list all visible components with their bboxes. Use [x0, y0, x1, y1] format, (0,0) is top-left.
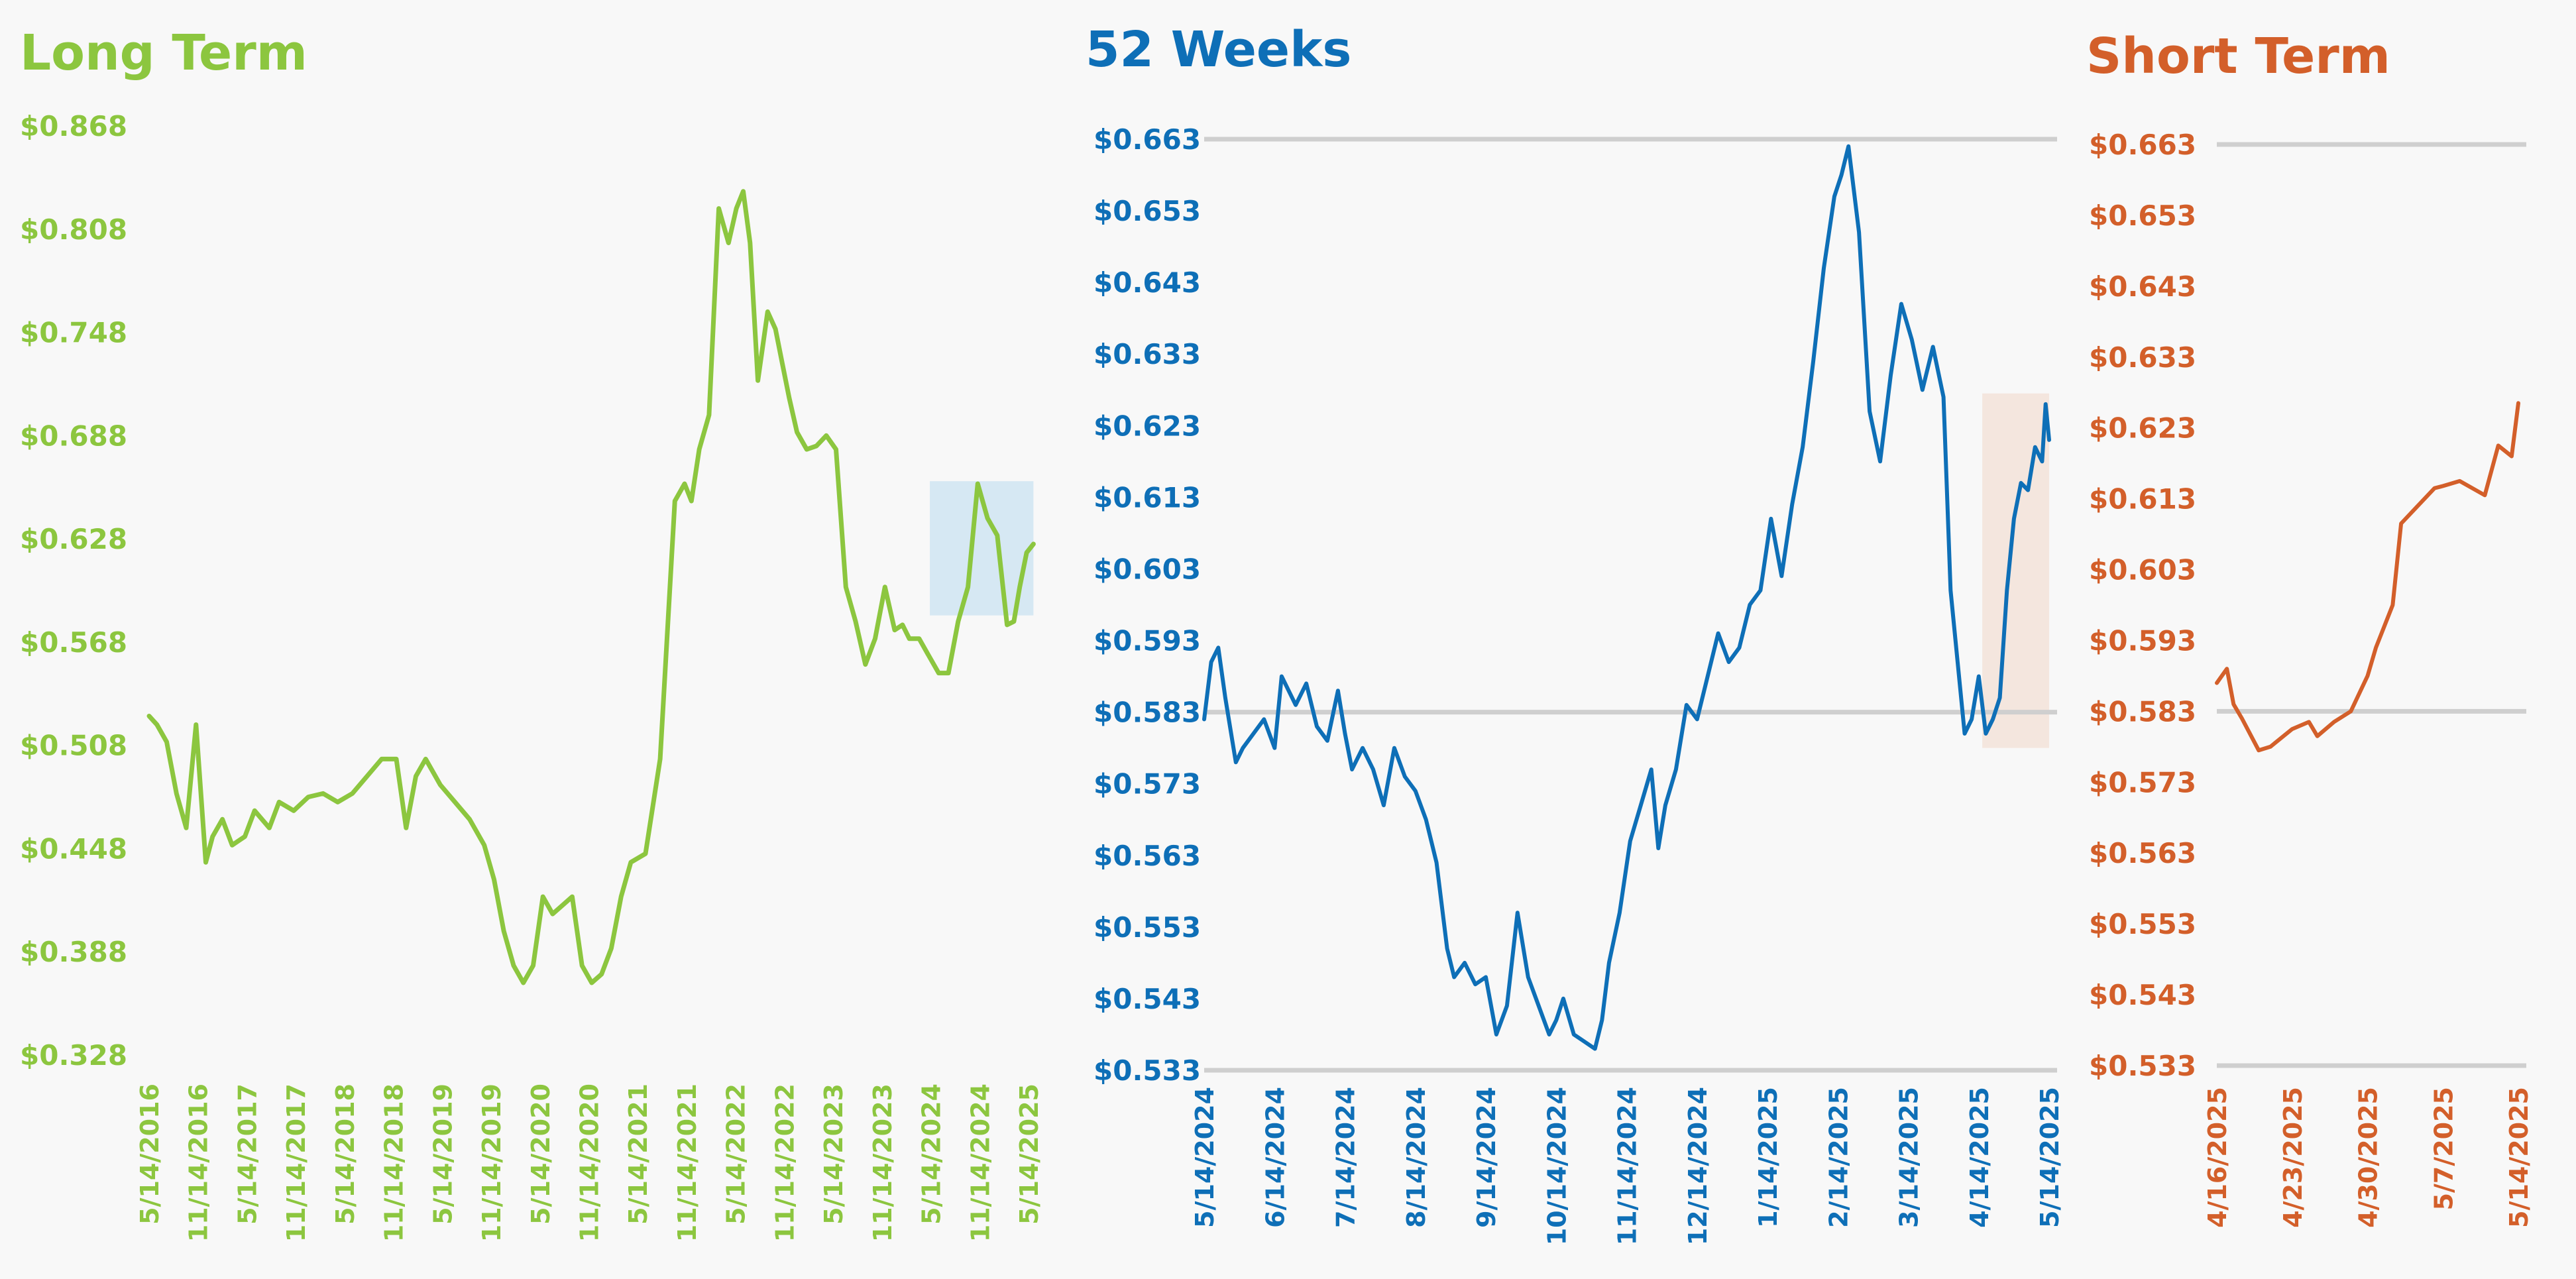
short-term-x-tick-label: 4/16/2025	[2203, 1087, 2232, 1228]
short-term-y-tick-label: $0.663	[2089, 129, 2196, 161]
long-term-title: Long Term	[20, 25, 308, 82]
short-term-x-tick-label: 4/23/2025	[2278, 1087, 2308, 1228]
long-term-x-tick-label: 5/14/2017	[233, 1084, 262, 1225]
long-term-x-tick-label: 11/14/2021	[673, 1084, 702, 1242]
52-weeks-y-tick-label: $0.633	[1093, 338, 1201, 370]
long-term-y-tick-label: $0.388	[20, 936, 127, 968]
long-term-x-tick-label: 11/14/2020	[575, 1084, 604, 1242]
52-weeks-y-tick-label: $0.573	[1093, 768, 1201, 801]
52-weeks-x-tick-label: 12/14/2024	[1683, 1087, 1712, 1245]
52-weeks-x-tick-label: 7/14/2024	[1331, 1087, 1361, 1228]
short-term-x-tick-label: 5/14/2025	[2504, 1087, 2534, 1228]
long-term-x-tick-label: 11/14/2023	[868, 1084, 897, 1242]
52-weeks-x-tick-label: 11/14/2024	[1613, 1087, 1642, 1245]
52-weeks-panel: $0.663 $0.653 $0.643 $0.633 $0.623 $0.613 $0.6…	[1086, 21, 2064, 1245]
short-term-y-tick-label: $0.553	[2089, 908, 2196, 940]
short-term-y-tick-label: $0.603	[2089, 554, 2196, 586]
long-term-x-tick-label: 5/14/2021	[624, 1084, 653, 1225]
short-term-y-tick-label: $0.563	[2089, 837, 2196, 869]
52-weeks-x-tick-label: 3/14/2025	[1895, 1087, 1924, 1228]
52-weeks-highlight-region	[1982, 393, 2049, 748]
long-term-y-tick-label: $0.868	[20, 110, 127, 142]
52-weeks-x-tick-label: 10/14/2024	[1542, 1087, 1571, 1245]
short-term-y-tick-label: $0.593	[2089, 624, 2196, 657]
52-weeks-y-tick-label: $0.603	[1093, 553, 1201, 585]
long-term-y-tick-label: $0.748	[20, 317, 127, 349]
52-weeks-y-tick-label: $0.533	[1093, 1054, 1201, 1087]
long-term-x-tick-label: 11/14/2022	[770, 1084, 799, 1242]
52-weeks-y-tick-label: $0.553	[1093, 911, 1201, 944]
short-term-y-tick-label: $0.533	[2089, 1050, 2196, 1082]
short-term-y-tick-label: $0.613	[2089, 483, 2196, 516]
52-weeks-x-tick-label: 1/14/2025	[1754, 1087, 1783, 1228]
52-weeks-title: 52 Weeks	[1086, 21, 1351, 78]
long-term-x-tick-label: 11/14/2019	[477, 1084, 506, 1242]
52-weeks-y-tick-label: $0.653	[1093, 195, 1201, 227]
short-term-y-tick-label: $0.583	[2089, 695, 2196, 728]
long-term-y-tick-label: $0.688	[20, 419, 127, 452]
short-term-y-tick-label: $0.543	[2089, 979, 2196, 1011]
long-term-x-tick-label: 5/14/2022	[722, 1084, 751, 1225]
long-term-x-tick-label: 5/14/2023	[819, 1084, 848, 1225]
short-term-y-tick-label: $0.573	[2089, 766, 2196, 799]
long-term-y-tick-label: $0.508	[20, 730, 127, 762]
long-term-y-tick-label: $0.568	[20, 626, 127, 659]
52-weeks-y-tick-label: $0.643	[1093, 266, 1201, 299]
52-weeks-y-tick-label: $0.583	[1093, 696, 1201, 729]
long-term-x-tick-label: 5/14/2016	[135, 1084, 164, 1225]
52-weeks-x-tick-label: 6/14/2024	[1260, 1087, 1290, 1228]
long-term-y-tick-label: $0.448	[20, 832, 127, 865]
long-term-x-tick-label: 11/14/2016	[184, 1084, 213, 1242]
52-weeks-y-tick-label: $0.563	[1093, 840, 1201, 872]
52-weeks-x-tick-label: 9/14/2024	[1472, 1087, 1501, 1228]
52-weeks-x-tick-label: 5/14/2024	[1190, 1087, 1219, 1228]
52-weeks-x-tick-label: 8/14/2024	[1402, 1087, 1431, 1228]
short-term-title: Short Term	[2086, 28, 2390, 85]
short-term-x-tick-label: 4/30/2025	[2354, 1087, 2383, 1228]
52-weeks-y-tick-label: $0.613	[1093, 481, 1201, 514]
long-term-x-tick-label: 5/14/2018	[331, 1084, 360, 1225]
52-weeks-y-tick-label: $0.663	[1093, 123, 1201, 156]
long-term-x-tick-label: 5/14/2019	[428, 1084, 457, 1225]
short-term-y-tick-label: $0.653	[2089, 199, 2196, 232]
52-weeks-y-tick-label: $0.623	[1093, 410, 1201, 442]
short-term-series-line	[2215, 401, 2520, 753]
52-weeks-x-tick-label: 4/14/2025	[1965, 1087, 1994, 1228]
long-term-y-tick-label: $0.808	[20, 213, 127, 246]
long-term-x-tick-label: 11/14/2024	[966, 1084, 995, 1242]
long-term-x-tick-label: 11/14/2017	[282, 1084, 311, 1242]
short-term-x-tick-label: 5/7/2025	[2429, 1087, 2458, 1210]
long-term-x-tick-label: 5/14/2025	[1015, 1084, 1044, 1225]
long-term-x-tick-label: 5/14/2020	[526, 1084, 555, 1225]
long-term-series-line	[146, 189, 1036, 985]
52-weeks-x-tick-label: 5/14/2025	[2035, 1087, 2064, 1228]
long-term-x-tick-label: 11/14/2018	[380, 1084, 409, 1242]
long-term-panel: $0.868 $0.808 $0.748 $0.688 $0.628 $0.568 $0.5…	[20, 25, 1044, 1242]
long-term-y-tick-label: $0.328	[20, 1039, 127, 1072]
short-term-y-tick-label: $0.623	[2089, 412, 2196, 445]
52-weeks-x-tick-label: 2/14/2025	[1824, 1087, 1853, 1228]
short-term-y-tick-label: $0.643	[2089, 270, 2196, 303]
long-term-y-tick-label: $0.628	[20, 523, 127, 555]
short-term-panel: $0.663 $0.653 $0.643 $0.633 $0.623 $0.613 $0.6…	[2086, 28, 2534, 1228]
52-weeks-series-line	[1202, 144, 2051, 1051]
52-weeks-y-tick-label: $0.543	[1093, 983, 1201, 1015]
52-weeks-y-tick-label: $0.593	[1093, 625, 1201, 657]
long-term-x-tick-label: 5/14/2024	[917, 1084, 946, 1225]
short-term-y-tick-label: $0.633	[2089, 341, 2196, 374]
